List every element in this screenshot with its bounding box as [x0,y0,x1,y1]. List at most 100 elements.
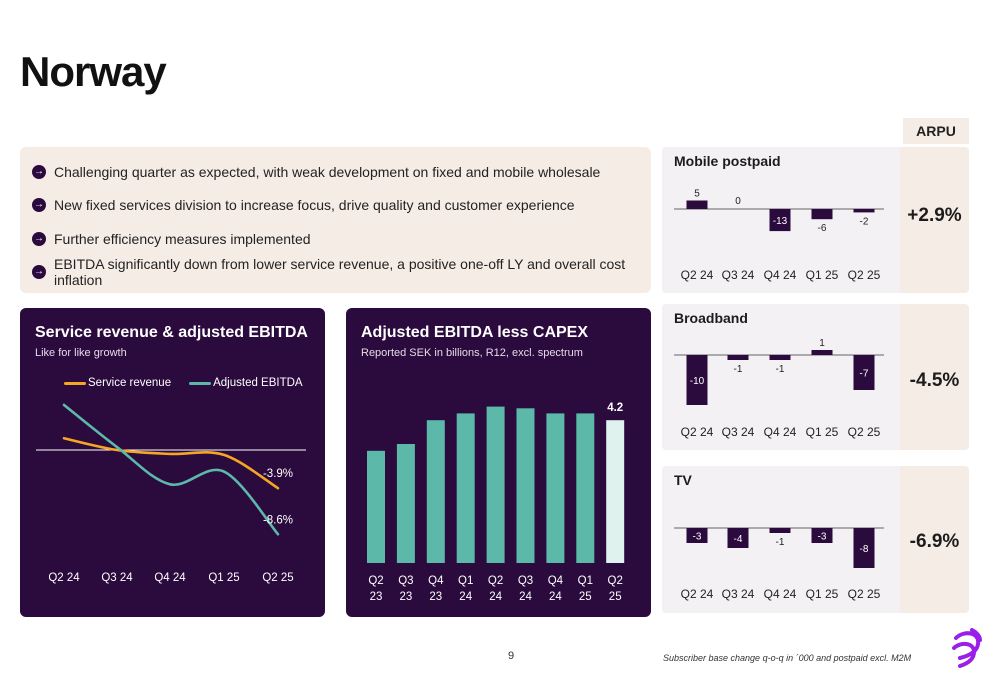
service-revenue-line [62,436,280,490]
bar [516,408,535,563]
x-tick-label: Q1 [578,575,593,587]
card-title: Adjusted EBITDA less CAPEX [361,324,589,341]
x-tick-label: Q2 25 [848,268,881,282]
data-label: -1 [776,364,785,375]
data-label: -2 [860,216,869,227]
bar [853,528,875,568]
bar [606,420,625,563]
highlight-item: → New fixed services division to increas… [32,189,639,223]
highlight-text: Further efficiency measures implemented [54,230,311,247]
x-tick-label: Q2 [488,575,503,587]
x-tick-label: 24 [519,591,532,603]
x-tick-label: 25 [579,591,592,603]
highlight-text: Challenging quarter as expected, with we… [54,163,601,180]
arpu-value: -6.9% [909,531,960,552]
x-tick-label: Q4 [428,575,444,587]
line-chart: -3.9% -8.6% Q2 24 Q3 24 Q4 24 Q1 25 Q2 25 [36,403,306,584]
bar [853,355,875,390]
x-tick-label: Q2 25 [848,587,881,601]
bar [811,528,833,543]
x-tick-label: Q1 25 [806,425,839,439]
data-label: -3.9% [263,468,293,480]
x-tick-label: 24 [489,591,502,603]
x-tick-label: Q2 24 [681,587,714,601]
tv-chart: -3 Q2 24 -4 Q3 24 -1 Q4 24 -3 Q1 25 -8 Q2 25 [674,527,884,601]
x-tick-label: Q4 24 [764,268,797,282]
bar [486,406,505,563]
data-label: -4 [734,534,743,545]
x-tick-label: Q2 [608,575,623,587]
data-label: 1 [819,338,825,349]
bar [769,209,791,232]
highlights-panel: → Challenging quarter as expected, with … [20,147,651,293]
arpu-value: -4.5% [909,370,960,391]
legend-label: Service revenue [88,377,172,389]
page-number: 9 [508,650,515,662]
x-tick-label: Q3 24 [101,572,133,584]
arrow-right-circle-icon: → [32,198,46,213]
bar [546,413,565,563]
arrow-right-circle-icon: → [32,265,46,280]
data-label: -8.6% [263,514,293,526]
bar [426,420,445,563]
card-title: Mobile postpaid [674,153,781,169]
service-revenue-ebitda-card: Service revenue & adjusted EBITDA Like f… [20,308,325,617]
bar [769,355,791,360]
legend-label: Adjusted EBITDA [213,377,303,389]
x-tick-label: Q1 25 [208,572,239,584]
x-tick-label: Q1 25 [806,587,839,601]
mobile-postpaid-chart: 5 Q2 24 0 Q3 24 -13 Q4 24 -6 Q1 25 -2 Q2 25 [674,189,884,282]
arpu-header: ARPU [903,118,969,144]
x-tick-label: Q3 [518,575,533,587]
bar [396,444,415,563]
x-tick-label: Q1 [458,575,473,587]
arrow-right-circle-icon: → [32,164,46,179]
footnote: Subscriber base change q-o-q in ´000 and… [663,653,912,663]
card-title: Service revenue & adjusted EBITDA [35,324,308,341]
broadband-card: Broadband -10 Q2 24 -1 Q3 24 -1 Q4 24 1 Q1 25 -7… [662,304,969,450]
data-label: -6 [818,223,827,234]
x-tick-label: Q2 25 [262,572,293,584]
highlight-text: New fixed services division to increase … [54,197,575,214]
bar [853,209,875,213]
x-tick-label: 24 [549,591,562,603]
bar [769,528,791,533]
tv-card: TV -3 Q2 24 -4 Q3 24 -1 Q4 24 -3 Q1 25 -8 Q2 25 -… [662,466,969,613]
data-label: 0 [735,196,741,207]
legend-item-service-revenue: Service revenue [64,377,171,389]
x-tick-label: 23 [400,591,413,603]
bar [686,200,708,209]
x-tick-label: Q2 24 [681,268,714,282]
mobile-postpaid-card: Mobile postpaid 5 Q2 24 0 Q3 24 -13 Q4 24 -6 Q1… [662,147,969,293]
x-tick-label: Q4 [548,575,564,587]
arpu-value: +2.9% [907,205,962,226]
x-tick-label: Q3 [398,575,413,587]
x-tick-label: 23 [429,591,442,603]
x-tick-label: Q4 24 [764,425,797,439]
x-tick-label: Q2 24 [48,572,80,584]
x-tick-label: Q3 24 [722,425,755,439]
legend-item-adjusted-ebitda: Adjusted EBITDA [189,377,303,389]
x-tick-label: Q2 24 [681,425,714,439]
card-title: TV [674,472,692,488]
adjusted-ebitda-line [62,403,280,536]
data-label: 4.2 [607,402,623,414]
legend-swatch [64,381,86,385]
bar [727,355,749,360]
data-label: -10 [690,376,705,387]
card-subtitle: Reported SEK in billions, R12, excl. spe… [361,347,583,359]
card-subtitle: Like for like growth [35,347,127,359]
x-tick-label: 24 [459,591,472,603]
data-label: -7 [860,369,869,380]
data-label: 5 [694,189,700,200]
x-tick-label: Q1 25 [806,268,839,282]
data-label: -8 [860,544,869,555]
bar [811,209,833,220]
data-label: -3 [818,532,827,543]
arrow-right-circle-icon: → [32,231,46,246]
data-label: -1 [734,364,743,375]
bar [811,350,833,355]
highlight-item: → EBITDA significantly down from lower s… [32,256,639,290]
chart-legend: Service revenue Adjusted EBITDA [64,377,321,389]
x-tick-label: Q2 [368,575,383,587]
